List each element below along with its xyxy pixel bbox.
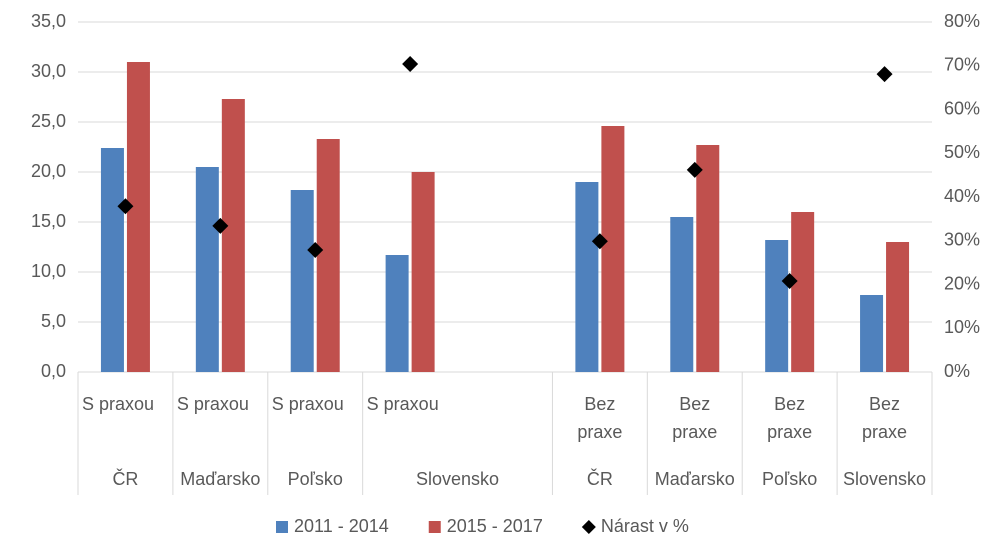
legend-marker bbox=[581, 520, 596, 534]
y2-tick-label: 60% bbox=[944, 98, 980, 118]
group-label: Slovensko bbox=[416, 469, 499, 489]
group-label: ČR bbox=[112, 468, 138, 489]
y2-tick-label: 70% bbox=[944, 55, 980, 75]
marker bbox=[781, 273, 798, 289]
x-tick-label: Bez praxe bbox=[862, 394, 907, 442]
bar bbox=[411, 172, 435, 372]
y-tick-label: 0,0 bbox=[41, 361, 66, 381]
bar bbox=[100, 148, 124, 372]
bar bbox=[670, 217, 694, 372]
bar bbox=[385, 255, 409, 372]
marker bbox=[402, 56, 419, 72]
y2-tick-label: 80% bbox=[944, 11, 980, 31]
x-tick-label: Bez praxe bbox=[767, 394, 812, 442]
bar bbox=[791, 212, 815, 372]
legend-label: 2015 - 2017 bbox=[447, 516, 543, 536]
bar bbox=[195, 167, 219, 372]
y-tick-label: 20,0 bbox=[31, 161, 66, 181]
bar bbox=[126, 62, 150, 372]
y-tick-label: 25,0 bbox=[31, 111, 66, 131]
bar bbox=[575, 182, 599, 372]
y2-tick-label: 0% bbox=[944, 361, 970, 381]
y-tick-label: 35,0 bbox=[31, 11, 66, 31]
bar bbox=[886, 242, 910, 372]
x-tick-label: S praxou bbox=[272, 394, 344, 414]
x-tick-label: Bez praxe bbox=[672, 394, 717, 442]
bar bbox=[290, 190, 314, 372]
x-tick-label: S praxou bbox=[367, 394, 439, 414]
x-tick-label: S praxou bbox=[177, 394, 249, 414]
group-label: ČR bbox=[587, 468, 613, 489]
legend-swatch bbox=[428, 521, 441, 533]
x-tick-label: S praxou bbox=[82, 394, 154, 414]
legend-label: 2011 - 2014 bbox=[294, 516, 389, 536]
bar bbox=[696, 145, 720, 372]
marker bbox=[591, 233, 608, 250]
bar bbox=[860, 295, 884, 372]
group-label: Maďarsko bbox=[180, 469, 260, 489]
group-label: Poľsko bbox=[762, 469, 817, 489]
marker bbox=[307, 241, 324, 258]
x-tick-label: Bez praxe bbox=[577, 394, 622, 442]
bar bbox=[765, 240, 789, 372]
legend-swatch bbox=[276, 521, 288, 533]
group-label: Poľsko bbox=[288, 469, 343, 489]
marker bbox=[212, 217, 229, 234]
bar bbox=[221, 99, 245, 372]
marker bbox=[686, 161, 703, 178]
y2-tick-label: 10% bbox=[944, 317, 980, 337]
bar bbox=[316, 139, 340, 372]
marker bbox=[876, 66, 893, 83]
group-label: Maďarsko bbox=[655, 469, 735, 489]
y2-tick-label: 20% bbox=[944, 273, 980, 293]
y2-tick-label: 40% bbox=[944, 186, 980, 206]
group-label: Slovensko bbox=[843, 469, 926, 489]
y-tick-label: 30,0 bbox=[31, 61, 66, 81]
legend-label: Nárast v % bbox=[601, 516, 689, 536]
bar bbox=[601, 126, 625, 372]
y-tick-label: 10,0 bbox=[31, 261, 66, 281]
marker bbox=[117, 198, 134, 215]
y-tick-label: 15,0 bbox=[31, 211, 66, 231]
y2-tick-label: 30% bbox=[944, 230, 980, 250]
y2-tick-label: 50% bbox=[944, 142, 980, 162]
y-tick-label: 5,0 bbox=[41, 311, 66, 331]
